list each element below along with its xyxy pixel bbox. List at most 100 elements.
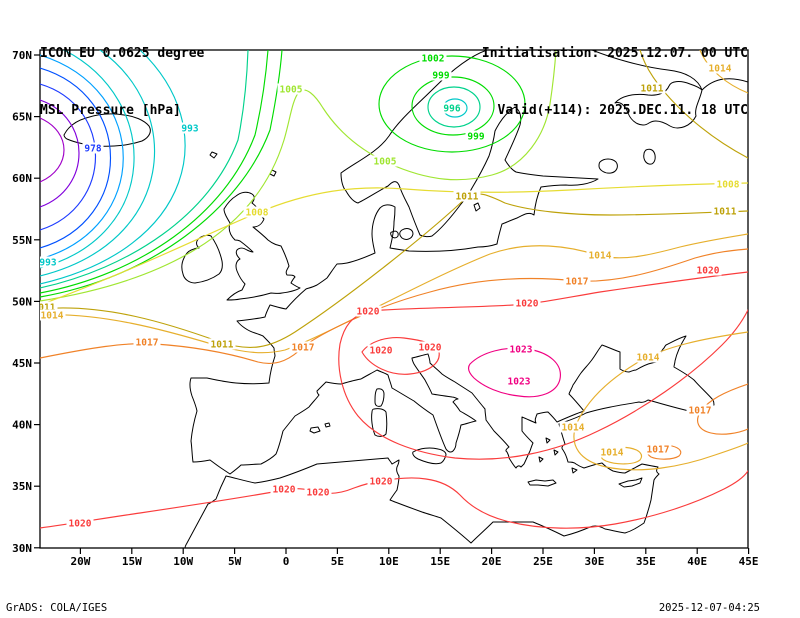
contour-label-mask <box>706 62 734 74</box>
contour-1014 <box>40 233 748 354</box>
lon-tick-label: 15E <box>430 555 450 568</box>
contour-label: 978 <box>84 144 101 155</box>
contour-1020-south <box>40 470 748 529</box>
contour-label: 1017 <box>689 406 712 417</box>
contour-1017-east-pocket <box>697 383 748 435</box>
lake-ladoga <box>598 158 618 174</box>
island-crete <box>527 479 557 487</box>
contour-label-mask <box>82 142 104 154</box>
island-sicily <box>412 447 447 465</box>
contour-label: 1020 <box>419 343 442 354</box>
creation-timestamp: 2025-12-07-04:25 <box>658 602 760 614</box>
title-block-right: Initialisation: 2025.12.07. 00 UTC Valid… <box>482 6 748 158</box>
island-rhodes <box>571 467 578 474</box>
lat-tick-label: 45N <box>12 357 32 370</box>
contour-label-mask <box>354 305 382 317</box>
lat-tick-label: 50N <box>12 295 32 308</box>
coastline-mainland <box>184 50 715 548</box>
contour-label: 1005 <box>374 157 397 168</box>
contour-label: 1011 <box>714 207 737 218</box>
coastline-white-sea <box>614 81 703 129</box>
contour-label: 1017 <box>566 277 589 288</box>
contour-label-mask <box>179 122 201 134</box>
contour-label-mask <box>304 486 332 498</box>
contour-987 <box>40 50 135 269</box>
contour-label: 999 <box>467 132 484 143</box>
coastline-fyn <box>390 230 399 239</box>
coastline-ireland <box>181 234 223 284</box>
contour-label-mask <box>289 341 317 353</box>
axes: 20W 15W 10W 5W 0 5E 10E 15E 20E 25E 30E 35E 40E 45E 30… <box>12 49 758 568</box>
island-aegean-1 <box>545 437 551 444</box>
contour-label-mask <box>371 155 399 167</box>
contour-1014-ne-corner <box>699 50 748 94</box>
contour-label-mask <box>634 351 662 363</box>
contour-972 <box>40 117 65 183</box>
contour-label-mask <box>714 178 742 190</box>
contour-label: 993 <box>181 124 198 135</box>
contour-993 <box>40 50 186 285</box>
contour-1023-high-core <box>468 347 561 398</box>
contour-label: 1017 <box>292 343 315 354</box>
contour-label-mask <box>644 443 672 455</box>
contour-label-mask <box>40 301 58 313</box>
coastline-iceland <box>63 113 151 147</box>
contour-label-mask <box>133 336 161 348</box>
lake-onega <box>643 148 656 165</box>
contour-label: 1020 <box>307 488 330 499</box>
contour-975 <box>40 99 80 208</box>
island-gotland <box>473 202 481 212</box>
contour-label-mask <box>598 446 626 458</box>
contour-label: 993 <box>39 258 56 269</box>
contour-label: 1005 <box>280 85 303 96</box>
lon-tick-label: 15W <box>122 555 142 568</box>
map-frame <box>39 49 749 549</box>
contour-label-mask <box>430 69 452 81</box>
contour-label: 996 <box>443 104 460 115</box>
isobars <box>40 50 748 529</box>
contour-label: 1017 <box>647 445 670 456</box>
contour-label: 1020 <box>370 346 393 357</box>
contour-label: 1020 <box>370 477 393 488</box>
lon-tick-label: 30E <box>584 555 604 568</box>
contour-label-mask <box>507 343 535 355</box>
contour-label-mask <box>694 264 722 276</box>
contour-label-mask <box>419 52 447 64</box>
coastline-zealand <box>399 228 414 240</box>
valid-time: Valid(+114): 2025.DEC.11. 18 UTC <box>497 103 748 118</box>
lon-tick-label: 10E <box>379 555 399 568</box>
model-title: ICON EU 0.0625 degree <box>40 46 205 61</box>
contour-label: 1014 <box>589 251 612 262</box>
contour-label-mask <box>416 341 444 353</box>
contour-label: 1017 <box>136 338 159 349</box>
contour-996-bothnia-low <box>427 86 481 128</box>
contour-label-mask <box>453 190 481 202</box>
contour-label: 1011 <box>641 84 664 95</box>
lon-tick-label: 0 <box>283 555 290 568</box>
contour-label-mask <box>367 475 395 487</box>
lon-tick-label: 35E <box>636 555 656 568</box>
island-sardinia <box>371 408 388 437</box>
contour-1011 <box>40 193 748 348</box>
contour-label-mask <box>586 249 614 261</box>
lon-tick-label: 5W <box>228 555 242 568</box>
contour-990 <box>40 50 155 277</box>
contour-label: 1023 <box>510 345 533 356</box>
contour-label: 1020 <box>273 485 296 496</box>
contour-996 <box>40 50 249 289</box>
contour-label-mask <box>66 517 94 529</box>
lat-tick-label: 55N <box>12 234 32 247</box>
contour-999 <box>40 50 269 294</box>
contour-1002-bothnia-low <box>378 55 526 153</box>
contour-label-mask <box>505 375 533 387</box>
contour-981 <box>40 67 112 249</box>
contour-label-mask <box>208 338 236 350</box>
contour-label-mask <box>270 483 298 495</box>
lat-tick-label: 30N <box>12 542 32 555</box>
title-block-left: ICON EU 0.0625 degree MSL Pressure [hPa] <box>40 6 204 158</box>
island-aegean-2 <box>553 449 559 456</box>
lat-tick-label: 40N <box>12 419 32 432</box>
contour-label: 1020 <box>357 307 380 318</box>
